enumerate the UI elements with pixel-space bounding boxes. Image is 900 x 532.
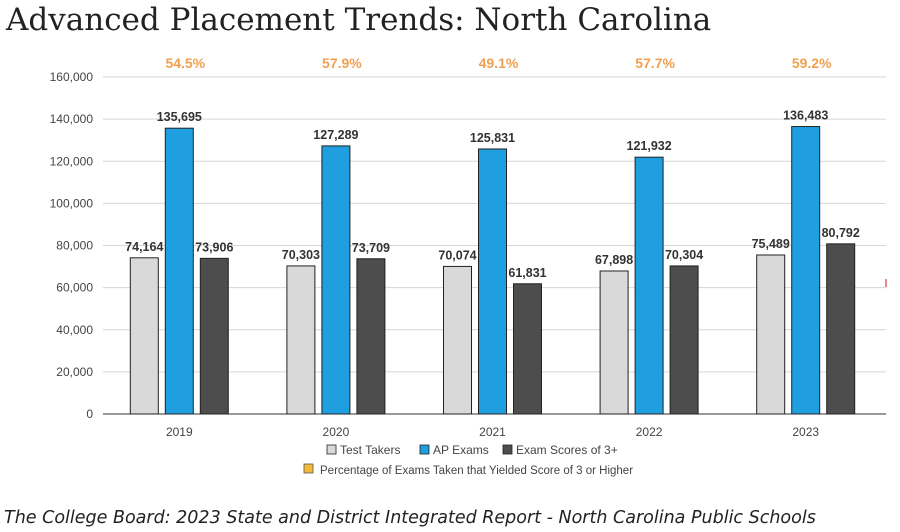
data-label: 125,831	[470, 131, 515, 145]
data-label: 80,792	[822, 226, 860, 240]
percentage-label: 49.1%	[479, 55, 519, 71]
x-axis: 2019 2020 2021 2022 2023	[166, 425, 819, 439]
percentage-label: 54.5%	[165, 55, 205, 71]
bar	[756, 254, 786, 415]
percentage-label: 57.9%	[322, 55, 362, 71]
data-label: 127,289	[313, 128, 358, 142]
y-tick-label: 0	[86, 407, 93, 421]
x-tick-label: 2020	[323, 425, 350, 439]
legend-swatch	[326, 444, 337, 455]
x-tick-label: 2022	[636, 425, 663, 439]
x-tick-label: 2019	[166, 425, 193, 439]
y-tick-label: 160,000	[50, 70, 94, 84]
bar	[286, 265, 316, 415]
legend-label: AP Exams	[433, 443, 489, 457]
percentage-label: 59.2%	[792, 55, 832, 71]
data-label: 61,831	[508, 266, 546, 280]
y-tick-label: 20,000	[56, 365, 93, 379]
data-label: 73,709	[352, 241, 390, 255]
legend-swatch	[419, 444, 430, 455]
data-label: 75,489	[752, 237, 790, 251]
data-label: 73,906	[195, 240, 233, 254]
data-labels: 74,164 135,695 73,906 70,303 127,289 73,709 70…	[125, 109, 860, 280]
percentage-labels: 54.5% 57.9% 49.1% 57.7% 59.2%	[165, 55, 832, 71]
data-label: 135,695	[157, 110, 202, 124]
bar	[129, 257, 159, 415]
x-tick-label: 2023	[792, 425, 819, 439]
legend-label: Exam Scores of 3+	[516, 443, 618, 457]
bar-chart: 0 20,000 40,000 60,000 80,000 100,000 120,000 1…	[50, 55, 887, 477]
bar	[199, 257, 229, 415]
data-label: 70,304	[665, 248, 703, 262]
data-label: 74,164	[125, 240, 163, 254]
bar	[356, 258, 386, 415]
legend-swatch	[303, 463, 314, 474]
bar	[634, 156, 664, 415]
legend: Test Takers AP Exams Exam Scores of 3+ Perc…	[303, 443, 633, 477]
y-axis: 0 20,000 40,000 60,000 80,000 100,000 120,000 1…	[50, 70, 94, 421]
page-title: Advanced Placement Trends: North Carolin…	[6, 2, 712, 38]
y-tick-label: 100,000	[50, 196, 94, 210]
data-label: 136,483	[783, 109, 828, 123]
bar	[599, 270, 629, 415]
legend-label: Test Takers	[340, 443, 400, 457]
y-tick-label: 60,000	[56, 281, 93, 295]
bar	[513, 283, 542, 415]
x-tick-label: 2021	[479, 425, 506, 439]
bar	[321, 145, 351, 415]
legend-label: Percentage of Exams Taken that Yielded S…	[320, 465, 633, 477]
bar	[826, 243, 856, 415]
y-tick-label: 80,000	[56, 239, 93, 253]
data-label: 121,932	[627, 139, 672, 153]
bar	[478, 148, 507, 415]
y-tick-label: 40,000	[56, 323, 93, 337]
percentage-label: 57.7%	[635, 55, 675, 71]
bars	[129, 126, 856, 415]
bar	[443, 265, 472, 415]
y-tick-label: 120,000	[50, 154, 94, 168]
bar	[164, 127, 194, 415]
data-label: 70,303	[282, 248, 320, 262]
bar	[791, 126, 821, 415]
legend-swatch	[502, 444, 513, 455]
y-tick-label: 140,000	[50, 112, 94, 126]
bar	[669, 265, 699, 415]
source-caption: The College Board: 2023 State and Distri…	[4, 508, 816, 528]
data-label: 67,898	[595, 253, 633, 267]
data-label: 70,074	[438, 248, 476, 262]
